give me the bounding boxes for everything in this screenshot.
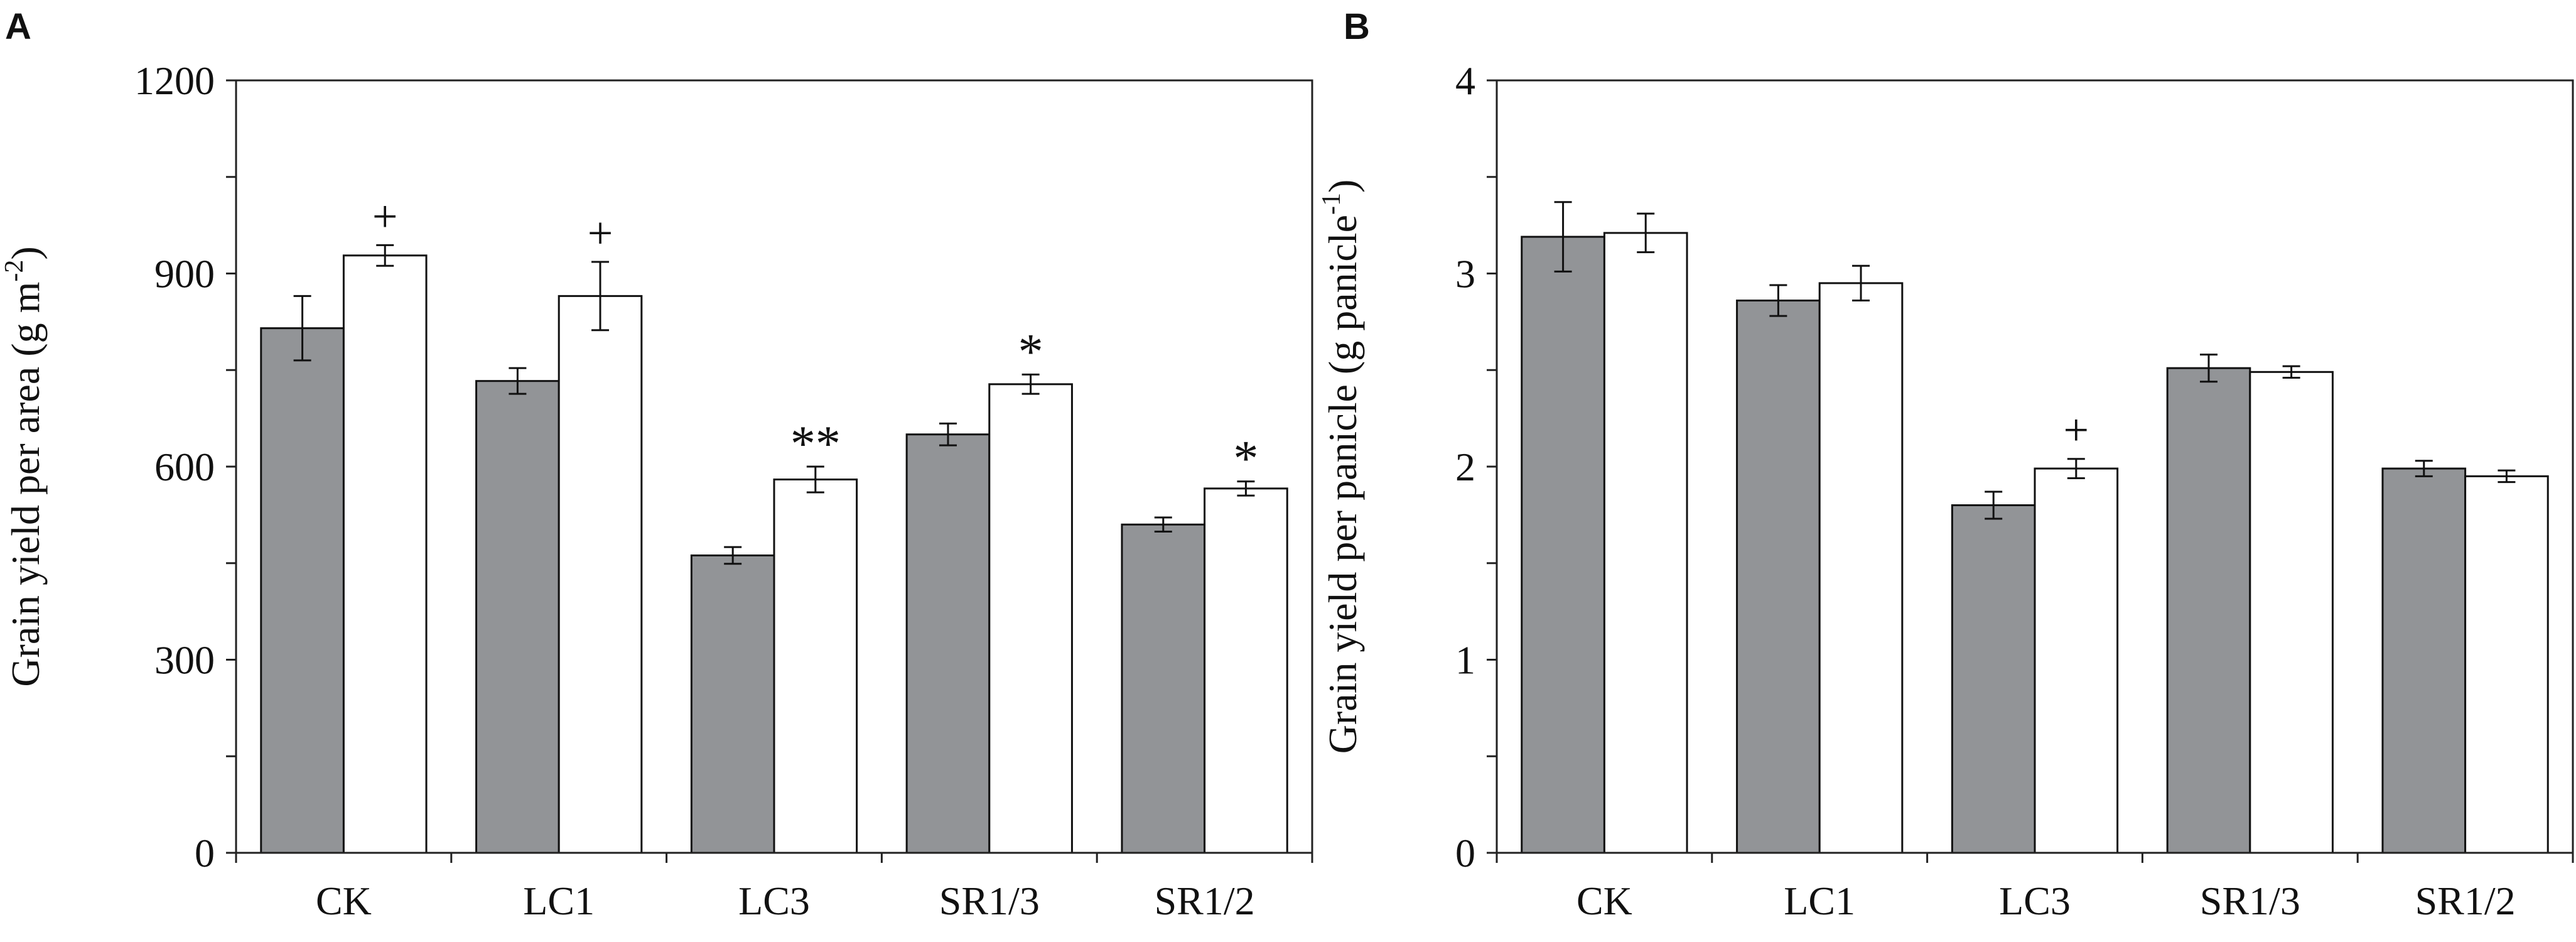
bar-white [558, 295, 643, 854]
y-tick-label: 0 [195, 831, 215, 875]
significance-mark: + [588, 208, 613, 258]
bar-gray [690, 554, 775, 854]
y-axis-title-end: ) [3, 246, 48, 259]
y-axis-title-end: ) [1320, 180, 1365, 193]
y-tick-label: 1200 [134, 58, 215, 103]
bar-white [2249, 371, 2334, 854]
x-tick-label: SR1/2 [2415, 879, 2516, 923]
y-axis-title-main: Grain yield per panicle (g panicle [1320, 215, 1365, 754]
bar-white [1204, 487, 1288, 854]
x-tick-label: CK [1576, 879, 1632, 923]
y-tick-label: 600 [154, 445, 215, 489]
y-axis-title-sup: -1 [1317, 193, 1346, 215]
labels-group: 0 300 600 900 1200 + CK + LC1 ** LC3 * SR1/3 * SR1/2 [134, 58, 1258, 923]
bars-group [260, 244, 1288, 854]
panel-b: B 0 1 2 3 4 CK LC1 + LC3 SR1/3 SR1/2 Grain yield p… [1317, 6, 2574, 923]
bar-gray [2381, 467, 2467, 854]
bar-white [2034, 467, 2119, 854]
y-tick-label: 300 [154, 638, 215, 683]
significance-mark: ** [790, 416, 841, 472]
x-tick-label: SR1/3 [939, 879, 1040, 923]
labels-group: 0 1 2 3 4 CK LC1 + LC3 SR1/3 SR1/2 [1455, 58, 2516, 923]
bar-gray [260, 327, 345, 854]
bar-white [2464, 475, 2549, 854]
significance-mark: + [372, 191, 398, 241]
ticks-group [226, 79, 1313, 863]
bar-white [342, 254, 428, 854]
x-tick-label: LC1 [523, 879, 595, 923]
significance-mark: * [1233, 431, 1258, 487]
bar-white [1818, 282, 1904, 854]
panel-letter-b: B [1344, 6, 1370, 47]
x-tick-label: SR1/2 [1155, 879, 1255, 923]
x-tick-label: CK [316, 879, 372, 923]
significance-mark: * [1018, 324, 1043, 379]
bar-gray [1521, 236, 1605, 854]
ticks-group [1487, 79, 2574, 863]
bar-gray [1121, 523, 1206, 854]
bar-gray [905, 433, 991, 854]
bar-gray [1951, 504, 2036, 854]
significance-mark: + [2064, 405, 2089, 455]
y-tick-label: 0 [1455, 831, 1475, 875]
plot-frame [235, 79, 1313, 854]
panel-letter-a: A [5, 6, 31, 47]
y-tick-label: 2 [1455, 445, 1475, 489]
y-tick-label: 900 [154, 252, 215, 296]
y-axis-title-main: Grain yield per area (g m [3, 282, 48, 687]
y-axis-title: Grain yield per area (g m-2) [0, 246, 48, 686]
bar-white [773, 479, 858, 854]
bar-gray [2166, 367, 2251, 854]
x-tick-label: LC3 [738, 879, 810, 923]
bar-gray [475, 380, 560, 854]
x-tick-label: LC3 [1999, 879, 2071, 923]
y-tick-label: 4 [1455, 58, 1475, 103]
x-tick-label: SR1/3 [2200, 879, 2300, 923]
x-tick-label: LC1 [1784, 879, 1855, 923]
y-tick-label: 1 [1455, 638, 1475, 683]
plot-frame [1495, 79, 2574, 854]
y-axis-title: Grain yield per panicle (g panicle-1) [1317, 180, 1365, 754]
panel-a: A 0 300 600 900 1200 + CK + LC1 ** LC3 * SR1/3 * SR1/2… [0, 6, 1313, 923]
y-axis-title-sup: -2 [0, 260, 29, 282]
bars-group [1521, 201, 2549, 854]
y-tick-label: 3 [1455, 252, 1475, 296]
bar-gray [1736, 300, 1821, 854]
bar-white [988, 383, 1073, 854]
bar-white [1603, 232, 1688, 854]
